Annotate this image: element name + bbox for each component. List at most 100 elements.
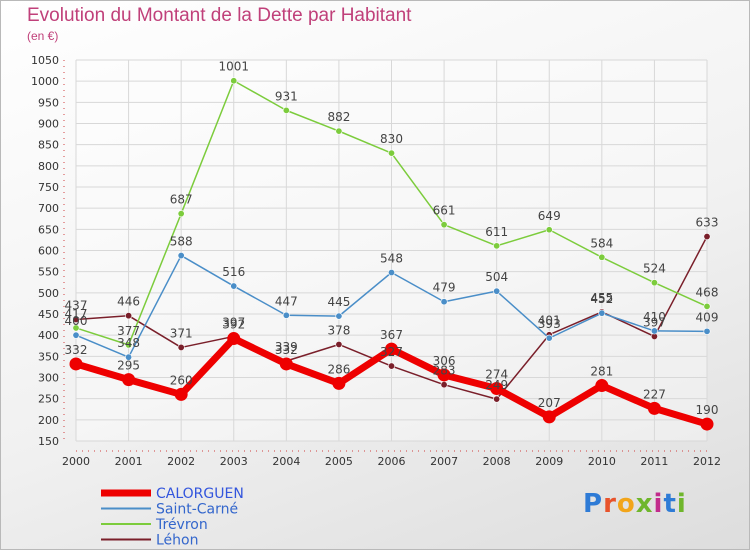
data-label-calorguen: 227: [643, 387, 666, 401]
y-tick-label: 950: [38, 96, 59, 109]
data-point-calorguen: [647, 401, 661, 415]
data-point-l-hon: [177, 343, 185, 351]
logo-letter: P: [583, 489, 604, 519]
data-label-l-hon: 249: [485, 378, 508, 392]
data-label-saint-carn-: 410: [643, 310, 666, 324]
data-label-l-hon: 401: [538, 314, 561, 328]
data-point-saint-carn-: [387, 269, 395, 277]
data-label-calorguen: 260: [170, 373, 193, 387]
data-label-l-hon: 327: [380, 345, 403, 359]
logo-letter: x: [635, 489, 654, 519]
data-label-calorguen: 295: [117, 359, 140, 373]
data-label-tr-vron: 687: [170, 193, 193, 207]
data-label-tr-vron: 649: [538, 209, 561, 223]
x-tick-label: 2001: [115, 455, 143, 468]
data-label-tr-vron: 524: [643, 262, 666, 276]
x-tick-label: 2002: [167, 455, 195, 468]
data-label-saint-carn-: 588: [170, 235, 193, 249]
data-label-l-hon: 371: [170, 326, 193, 340]
data-label-tr-vron: 584: [590, 236, 613, 250]
data-point-calorguen: [595, 379, 609, 393]
data-point-calorguen: [279, 357, 293, 371]
data-label-tr-vron: 1001: [218, 60, 249, 74]
logo-letter: i: [676, 489, 687, 519]
data-label-calorguen: 286: [327, 362, 350, 376]
y-tick-label: 150: [38, 435, 59, 448]
y-tick-label: 600: [38, 245, 59, 258]
legend-label-tr-vron: Trévron: [155, 517, 208, 533]
data-point-calorguen: [332, 376, 346, 390]
x-tick-label: 2007: [430, 455, 458, 468]
data-point-tr-vron: [230, 77, 238, 85]
data-point-tr-vron: [545, 226, 553, 234]
logo-letter: i: [653, 489, 664, 519]
x-tick-label: 2012: [693, 455, 721, 468]
chart-title: Evolution du Montant de la Dette par Hab…: [27, 5, 412, 26]
data-point-saint-carn-: [650, 327, 658, 335]
data-label-tr-vron: 611: [485, 225, 508, 239]
data-label-saint-carn-: 445: [327, 295, 350, 309]
data-point-l-hon: [72, 316, 80, 324]
data-point-saint-carn-: [282, 311, 290, 319]
data-label-saint-carn-: 452: [590, 292, 613, 306]
legend-label-l-hon: Léhon: [156, 533, 198, 549]
y-tick-label: 700: [38, 202, 59, 215]
data-label-tr-vron: 468: [696, 285, 719, 299]
data-point-tr-vron: [440, 221, 448, 229]
proxiti-logo: Proxiti: [583, 489, 687, 519]
series-saint-carn-: [72, 252, 711, 361]
data-point-l-hon: [703, 233, 711, 241]
data-point-tr-vron: [703, 302, 711, 310]
data-point-calorguen: [437, 368, 451, 382]
x-axis: 2000 2001 2002 2003 2004 2005 2006 2007 2008 2009…: [62, 450, 721, 468]
x-tick-label: 2010: [588, 455, 616, 468]
grid-lines: [75, 59, 708, 442]
data-label-l-hon: 446: [117, 295, 140, 309]
logo-letter: t: [663, 489, 677, 519]
y-tick-label: 1000: [31, 75, 59, 88]
x-tick-label: 2006: [378, 455, 406, 468]
data-label-saint-carn-: 447: [275, 294, 298, 308]
x-tick-label: 2004: [272, 455, 300, 468]
data-point-calorguen: [122, 373, 136, 387]
data-point-saint-carn-: [72, 331, 80, 339]
legend-item-saint-carn-: Saint-Carné: [101, 502, 238, 518]
data-point-l-hon: [335, 340, 343, 348]
data-label-calorguen: 274: [485, 368, 508, 382]
data-point-l-hon: [387, 362, 395, 370]
y-tick-label: 550: [38, 266, 59, 279]
data-point-tr-vron: [125, 341, 133, 349]
data-label-calorguen: 392: [222, 318, 245, 332]
data-label-tr-vron: 931: [275, 89, 298, 103]
data-point-calorguen: [174, 387, 188, 401]
data-label-calorguen: 281: [590, 365, 613, 379]
y-tick-label: 750: [38, 181, 59, 194]
data-point-saint-carn-: [440, 298, 448, 306]
logo-letter: o: [616, 489, 636, 519]
legend-label-calorguen: CALORGUEN: [156, 486, 244, 502]
series-tr-vron: [72, 77, 711, 349]
x-tick-label: 2011: [640, 455, 668, 468]
data-label-calorguen: 367: [380, 328, 403, 342]
data-label-calorguen: 332: [275, 343, 298, 357]
data-label-tr-vron: 661: [433, 204, 456, 218]
logo-letter: r: [603, 489, 617, 519]
y-tick-label: 800: [38, 160, 59, 173]
y-tick-label: 250: [38, 393, 59, 406]
data-label-saint-carn-: 409: [696, 310, 719, 324]
data-point-l-hon: [440, 381, 448, 389]
series-layer: [69, 77, 714, 431]
data-label-l-hon: 437: [65, 299, 88, 313]
data-point-saint-carn-: [598, 309, 606, 317]
data-point-calorguen: [385, 342, 398, 356]
data-point-saint-carn-: [493, 287, 501, 295]
data-point-tr-vron: [493, 242, 501, 250]
data-point-calorguen: [490, 382, 504, 396]
series-calorguen: [69, 332, 714, 431]
data-label-l-hon: 455: [590, 291, 613, 305]
y-tick-label: 450: [38, 308, 59, 321]
data-label-calorguen: 332: [65, 343, 88, 357]
data-point-tr-vron: [387, 149, 395, 157]
chart-unit-label: (en €): [27, 29, 59, 43]
